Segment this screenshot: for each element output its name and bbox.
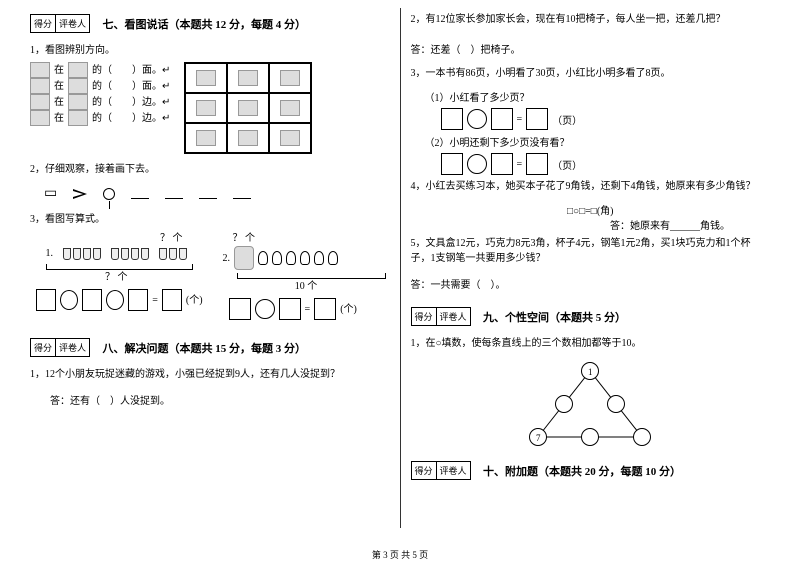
dir-line: 在的（ ）面。↵	[30, 62, 170, 78]
animal-icon	[68, 94, 88, 110]
dir-line: 在的（ ）面。↵	[30, 78, 170, 94]
score-row-9: 得分 评卷人 九、个性空间（本题共 5 分）	[411, 301, 771, 332]
q8-3: 3，一本书有86页，小明看了30页，小红比小明多看了8页。	[411, 66, 771, 81]
cup-group	[159, 248, 187, 260]
animal-icon	[196, 70, 216, 86]
pattern-blank	[233, 189, 251, 199]
horn-shape	[73, 189, 87, 199]
tube-icon	[234, 246, 254, 270]
direction-lines: 在的（ ）面。↵ 在的（ ）面。↵ 在的（ ）边。↵ 在的（ ）边。↵	[30, 62, 170, 154]
q7-1-prompt: 1，看图辨别方向。	[30, 43, 390, 58]
q8-2-answer: 答：还差（ ）把椅子。	[411, 43, 771, 58]
animal-icon	[68, 62, 88, 78]
animal-icon	[280, 100, 300, 116]
qmark-label: ？ 个	[30, 231, 203, 246]
q8-4: 4，小红去买练习本，她买本子花了9角钱，还剩下4角钱，她原来有多少角钱？	[411, 179, 771, 194]
q8-4-expr: □○□=□(角)	[411, 202, 771, 217]
animal-icon	[280, 70, 300, 86]
q8-4-answer: 答：她原来有______角钱。	[411, 217, 771, 232]
q8-3-1: （1）小红看了多少页？	[425, 89, 771, 104]
score-row-8: 得分 评卷人 八、解决问题（本题共 15 分，每题 3 分）	[30, 332, 390, 363]
score-box: 得分 评卷人	[30, 14, 90, 33]
pattern-blank	[131, 189, 149, 199]
animal-icon	[30, 110, 50, 126]
subfig-1: ？ 个 1. ？ 个 =(个)	[30, 231, 203, 324]
score-box: 得分 评卷人	[30, 338, 90, 357]
animal-grid	[184, 62, 312, 154]
lollipop-shape	[103, 188, 115, 200]
q8-1-answer: 答：还有（ ）人没捉到。	[50, 392, 390, 407]
shuttle-icon	[258, 251, 268, 265]
animal-icon	[196, 100, 216, 116]
q9-1: 1，在○填数，使每条直线上的三个数相加都等于10。	[411, 336, 771, 351]
score-box: 得分 评卷人	[411, 461, 471, 480]
score-row-7: 得分 评卷人 七、看图说话（本题共 12 分，每题 4 分）	[30, 8, 390, 39]
q8-5: 5，文具盒12元，巧克力8元3角，杯子4元，钢笔1元2角，买1块巧克力和1个杯子…	[411, 236, 771, 266]
q8-1: 1，12个小朋友玩捉迷藏的游戏，小强已经捉到9人，还有几人没捉到？	[30, 367, 390, 382]
q8-5-answer: 答：一共需要（ ）。	[411, 278, 771, 293]
q8-2: 2，有12位家长参加家长会，现在有10把椅子，每人坐一把，还差几把？	[411, 12, 771, 27]
animal-icon	[238, 70, 258, 86]
section-7-title: 七、看图说话（本题共 12 分，每题 4 分）	[103, 19, 307, 31]
square-shape: ▭	[44, 183, 57, 204]
score-label: 得分	[31, 15, 56, 32]
q7-1: 1，看图辨别方向。 在的（ ）面。↵ 在的（ ）面。↵ 在的（ ）边。↵ 在的（…	[30, 43, 390, 154]
equation-line: =(个)	[229, 298, 390, 320]
q7-2-prompt: 2，仔细观察，接着画下去。	[30, 162, 390, 177]
animal-icon	[30, 62, 50, 78]
animal-icon	[280, 130, 300, 146]
pattern-blank	[199, 189, 217, 199]
animal-icon	[238, 100, 258, 116]
dir-line: 在的（ ）边。↵	[30, 94, 170, 110]
animal-icon	[30, 94, 50, 110]
subfig-2: ？ 个 2. 10 个 =(个)	[223, 231, 390, 324]
animal-icon	[196, 130, 216, 146]
section-8-title: 八、解决问题（本题共 15 分，每题 3 分）	[103, 343, 307, 355]
section-9-title: 九、个性空间（本题共 5 分）	[483, 312, 626, 324]
animal-icon	[68, 110, 88, 126]
left-column: 得分 评卷人 七、看图说话（本题共 12 分，每题 4 分） 1，看图辨别方向。…	[20, 8, 400, 540]
brace-label: ？ 个	[30, 270, 203, 285]
score-box: 得分 评卷人	[411, 307, 471, 326]
score-row-10: 得分 评卷人 十、附加题（本题共 20 分，每题 10 分）	[411, 455, 771, 486]
cup-group	[63, 248, 101, 260]
brace-label: 10 个	[223, 279, 390, 294]
dir-line: 在的（ ）边。↵	[30, 110, 170, 126]
worksheet-page: 得分 评卷人 七、看图说话（本题共 12 分，每题 4 分） 1，看图辨别方向。…	[0, 0, 800, 540]
pattern-row: ▭	[44, 183, 390, 204]
grader-label: 评卷人	[56, 15, 89, 32]
equation-line: =（页）	[441, 108, 771, 130]
triangle-diagram: 1 7	[520, 359, 660, 449]
right-column: 2，有12位家长参加家长会，现在有10把椅子，每人坐一把，还差几把？ 答：还差（…	[401, 8, 781, 540]
equation-line: =(个)	[36, 289, 203, 311]
animal-icon	[68, 78, 88, 94]
section-10-title: 十、附加题（本题共 20 分，每题 10 分）	[483, 466, 681, 478]
cup-group	[111, 248, 149, 260]
q7-2: 2，仔细观察，接着画下去。 ▭	[30, 162, 390, 204]
animal-icon	[238, 130, 258, 146]
q7-3: 3，看图写算式。 ？ 个 1. ？ 个 =(个)	[30, 212, 390, 324]
qmark-label: ？ 个	[223, 231, 390, 246]
q7-3-prompt: 3，看图写算式。	[30, 212, 390, 227]
equation-line: =（页）	[441, 153, 771, 175]
q8-3-2: （2）小明还剩下多少页没有看？	[425, 134, 771, 149]
page-footer: 第 3 页 共 5 页	[0, 548, 800, 561]
pattern-blank	[165, 189, 183, 199]
animal-icon	[30, 78, 50, 94]
